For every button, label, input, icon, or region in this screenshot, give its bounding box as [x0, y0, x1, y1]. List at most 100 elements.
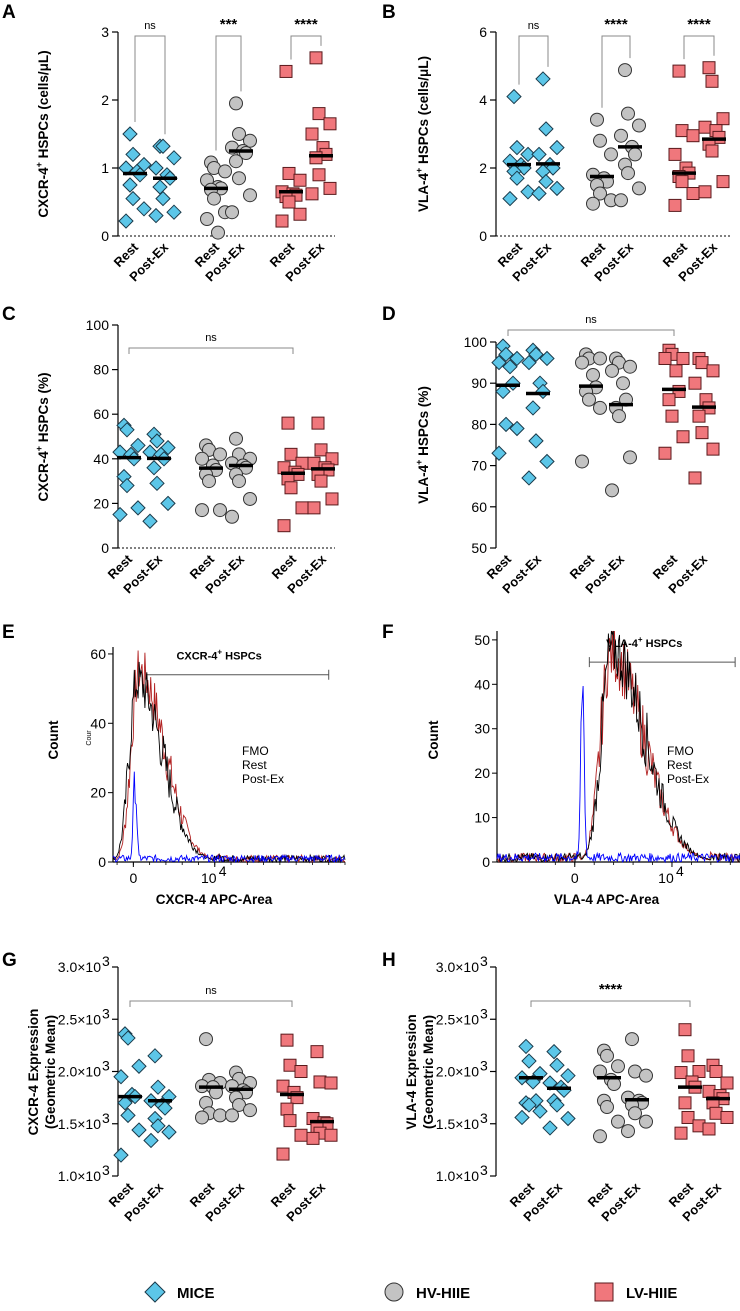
data-point	[146, 460, 162, 476]
data-point	[225, 1108, 239, 1123]
group-mice-1	[148, 138, 182, 224]
y-tick-label: 60	[90, 646, 106, 662]
data-point	[313, 1075, 327, 1089]
y-tick-label: 2.0×10	[436, 1064, 479, 1080]
data-point	[294, 1065, 308, 1078]
significance-bracket	[290, 35, 322, 60]
data-point	[535, 71, 551, 87]
y-axis-label: CXCR-4+ HSPCs (%)	[34, 372, 51, 501]
y-tick-label: 0	[101, 540, 109, 556]
y-tick-label: 3	[101, 24, 109, 40]
data-point	[549, 180, 565, 197]
legend-label: LV-HIIE	[626, 1285, 677, 1302]
data-point	[195, 503, 209, 518]
data-point	[157, 1100, 173, 1116]
data-point	[632, 181, 646, 196]
data-point	[538, 121, 554, 137]
data-point	[706, 364, 720, 378]
y-tick-label: 50	[474, 632, 490, 648]
data-point	[675, 175, 689, 189]
y-axis-label-line2: (Geometric Mean)	[421, 1015, 436, 1129]
y-tick-label: 50	[471, 540, 487, 556]
data-point	[243, 188, 257, 203]
data-point	[284, 447, 298, 461]
data-point	[604, 147, 618, 162]
panel-letter: H	[382, 950, 396, 971]
data-point	[695, 356, 709, 370]
data-point	[674, 1066, 688, 1080]
data-point	[593, 133, 607, 148]
x-tick-label: 10	[201, 870, 217, 886]
data-point	[293, 207, 307, 221]
data-point	[122, 177, 138, 193]
group-mice-0	[502, 88, 536, 207]
data-point	[232, 474, 246, 489]
data-point	[509, 170, 525, 186]
flow-legend-rest: Rest	[667, 758, 692, 772]
y-tick-label: 70	[471, 458, 487, 474]
group-hv-2	[200, 155, 232, 240]
y-tick-label: 3.0×10	[58, 959, 101, 975]
group-hv-3	[225, 1065, 257, 1123]
legend-label: HV-HIIE	[416, 1285, 470, 1302]
panel-letter: A	[2, 2, 16, 23]
data-point	[632, 118, 646, 133]
data-point	[218, 164, 232, 179]
group-hv-3	[605, 351, 637, 498]
data-point	[498, 416, 514, 433]
y-axis-label-line1: CXCR-4 Expression	[26, 1009, 41, 1136]
data-point	[148, 207, 164, 224]
y-tick-label: 1	[101, 160, 109, 176]
data-point	[122, 126, 138, 142]
flow-legend-postex: Post-Ex	[667, 772, 709, 786]
y-tick-label: 20	[474, 765, 490, 781]
data-point	[120, 1030, 136, 1046]
data-point	[593, 400, 607, 415]
data-point	[621, 1124, 635, 1139]
significance-label: ns	[144, 20, 156, 32]
data-point	[639, 1114, 653, 1129]
y-tick-exponent: 3	[102, 1110, 110, 1126]
significance-label: ****	[599, 981, 623, 998]
data-point	[309, 151, 323, 165]
group-mice-1	[142, 426, 176, 529]
y-axis-label-sup: +	[34, 162, 44, 167]
y-tick-label: 1.0×10	[436, 1168, 479, 1184]
y-axis-label: VLA-4 Expression (Geometric Mean)	[404, 1014, 436, 1130]
x-axis-label: VLA-4 APC-Area	[554, 892, 660, 907]
data-point	[325, 492, 339, 506]
data-point	[720, 1110, 734, 1124]
data-point	[542, 1120, 558, 1136]
group-mice-0	[112, 417, 146, 523]
data-point	[498, 346, 514, 363]
panel-letter: G	[2, 950, 17, 971]
significance-bracket	[134, 35, 166, 135]
data-point	[225, 205, 239, 220]
histogram-rest	[496, 630, 740, 864]
data-point	[311, 416, 325, 430]
significance-label: ***	[220, 16, 238, 33]
y-axis-label-main: VLA-4	[416, 464, 431, 503]
y-tick-label: 30	[474, 721, 490, 737]
y-tick-label: 2	[101, 92, 109, 108]
group-lv-4	[277, 416, 309, 533]
data-point	[628, 147, 642, 162]
group-lv-4	[658, 343, 690, 460]
y-tick-exponent: 3	[480, 1162, 488, 1178]
data-point	[229, 431, 243, 446]
y-axis-label: CXCR-4 Expression (Geometric Mean)	[26, 1009, 58, 1136]
data-point	[546, 1043, 562, 1060]
y-tick-label: 90	[471, 375, 487, 391]
y-tick-label: 80	[93, 362, 109, 378]
data-point	[560, 1110, 576, 1127]
data-point	[324, 1128, 338, 1142]
y-tick-exponent: 3	[102, 1005, 110, 1021]
y-axis-label: Count	[426, 720, 441, 759]
data-point	[294, 1128, 308, 1142]
data-point	[521, 1097, 537, 1113]
group-hv-2	[593, 1043, 625, 1144]
data-point	[213, 447, 227, 462]
group-lv-5	[307, 416, 339, 515]
group-mice-0	[118, 126, 152, 229]
